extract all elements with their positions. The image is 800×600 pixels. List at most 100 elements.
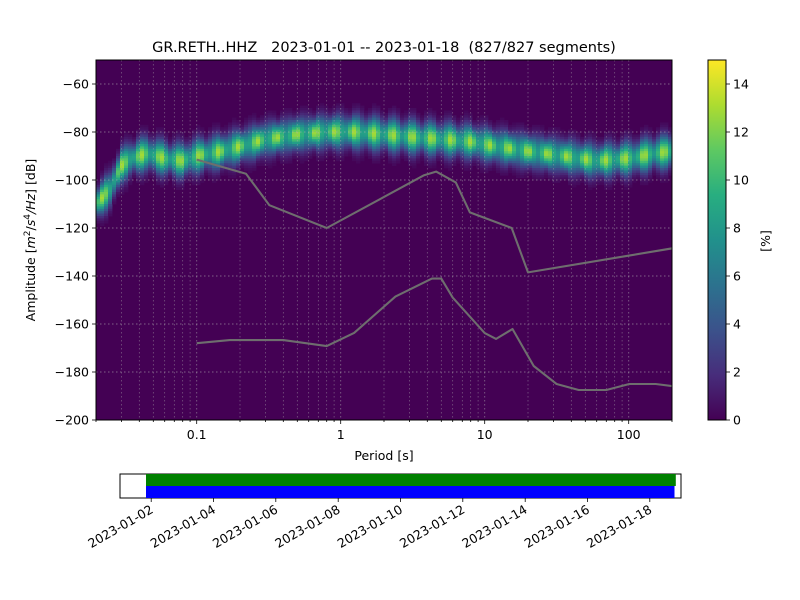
heatmap-cell [232, 132, 237, 135]
heatmap-cell [296, 146, 301, 150]
heatmap-cell [660, 144, 665, 147]
heatmap-cell [596, 175, 601, 178]
heatmap-cell [308, 139, 313, 142]
heatmap-cell [520, 151, 525, 154]
heatmap-cell [96, 201, 101, 205]
heatmap-cell [280, 144, 285, 147]
heatmap-cell [156, 160, 161, 164]
heatmap-cell [464, 139, 469, 142]
heatmap-cell [528, 160, 533, 164]
heatmap-cell [392, 108, 397, 111]
heatmap-cell [588, 160, 593, 164]
heatmap-cell [544, 132, 549, 135]
heatmap-cell [464, 115, 469, 118]
heatmap-cell [188, 158, 193, 162]
heatmap-cell [176, 158, 181, 162]
heatmap-cell [384, 124, 389, 128]
heatmap-cell [252, 165, 257, 169]
heatmap-cell [604, 141, 609, 145]
heatmap-cell [96, 199, 101, 202]
heatmap-cell [344, 115, 349, 118]
heatmap-cell [624, 134, 629, 138]
heatmap-cell [600, 156, 605, 159]
heatmap-cell [560, 144, 565, 147]
heatmap-cell [352, 134, 357, 138]
heatmap-cell [616, 156, 621, 159]
heatmap-cell [472, 122, 477, 126]
heatmap-cell [488, 136, 493, 140]
heatmap-cell [596, 151, 601, 154]
heatmap-cell [364, 144, 369, 147]
heatmap-cell [304, 108, 309, 111]
heatmap-cell [232, 160, 237, 164]
heatmap-cell [588, 156, 593, 159]
heatmap-cell [272, 151, 277, 154]
heatmap-cell [256, 120, 261, 123]
heatmap-cell [480, 129, 485, 133]
heatmap-cell [368, 136, 373, 140]
heatmap-cell [216, 132, 221, 135]
heatmap-cell [140, 156, 145, 159]
heatmap-cell [228, 146, 233, 150]
heatmap-cell [384, 148, 389, 152]
heatmap-cell [156, 132, 161, 135]
heatmap-cell [432, 136, 437, 140]
heatmap-cell [336, 115, 341, 118]
heatmap-cell [304, 151, 309, 154]
heatmap-cell [124, 163, 129, 166]
y-axis-label-part: s [23, 219, 38, 226]
heatmap-cell [660, 139, 665, 142]
heatmap-cell [264, 146, 269, 150]
heatmap-cell [176, 172, 181, 176]
heatmap-cell [644, 144, 649, 147]
heatmap-cell [208, 160, 213, 164]
heatmap-cell [668, 172, 672, 176]
heatmap-cell [500, 163, 505, 166]
heatmap-cell [580, 170, 585, 174]
heatmap-cell [236, 153, 241, 157]
heatmap-cell [428, 124, 433, 128]
heatmap-cell [664, 141, 669, 145]
heatmap-cell [264, 124, 269, 128]
heatmap-cell [600, 182, 605, 186]
heatmap-cell [264, 163, 269, 166]
heatmap-cell [484, 156, 489, 159]
heatmap-cell [352, 141, 357, 145]
heatmap-cell [660, 168, 665, 171]
heatmap-cell [192, 156, 197, 159]
heatmap-cell [572, 156, 577, 159]
heatmap-cell [324, 120, 329, 123]
heatmap-cell [204, 163, 209, 166]
heatmap-cell [248, 160, 253, 164]
heatmap-cell [544, 153, 549, 157]
heatmap-cell [656, 148, 661, 152]
heatmap-cell [596, 180, 601, 183]
heatmap-cell [492, 158, 497, 162]
heatmap-cell [204, 158, 209, 162]
heatmap-cell [624, 177, 629, 181]
heatmap-cell [444, 127, 449, 130]
heatmap-cell [288, 120, 293, 123]
heatmap-cell [224, 153, 229, 157]
heatmap-cell [348, 139, 353, 142]
heatmap-cell [508, 156, 513, 159]
heatmap-cell [628, 141, 633, 145]
heatmap-cell [184, 156, 189, 159]
heatmap-cell [372, 134, 377, 138]
heatmap-cell [660, 180, 665, 183]
heatmap-cell [476, 141, 481, 145]
heatmap-cell [432, 124, 437, 128]
heatmap-cell [272, 134, 277, 138]
heatmap-cell [660, 170, 665, 174]
heatmap-cell [248, 134, 253, 138]
heatmap-cell [396, 148, 401, 152]
heatmap-cell [600, 158, 605, 162]
heatmap-cell [320, 129, 325, 133]
heatmap-cell [608, 187, 613, 190]
heatmap-cell [188, 136, 193, 140]
heatmap-cell [564, 177, 569, 181]
heatmap-cell [564, 134, 569, 138]
heatmap-cell [308, 108, 313, 111]
heatmap-cell [664, 127, 669, 130]
heatmap-cell [564, 144, 569, 147]
